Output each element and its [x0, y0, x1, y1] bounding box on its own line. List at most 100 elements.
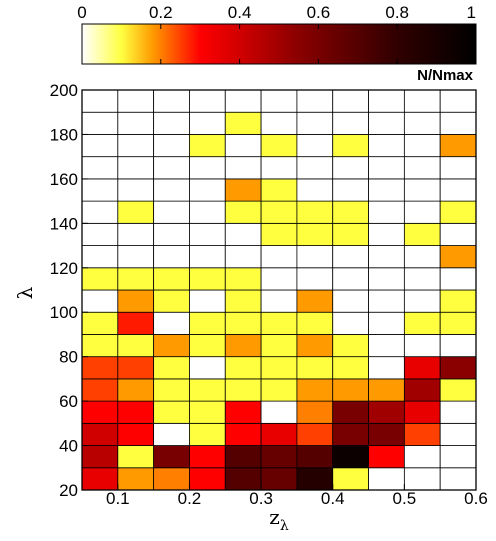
heatmap-cell — [403, 445, 441, 469]
heatmap-cell — [189, 267, 226, 291]
heatmap-cell — [439, 134, 477, 158]
heatmap-cell — [368, 445, 405, 469]
heatmap-cell — [260, 200, 298, 224]
heatmap-cell — [332, 445, 369, 469]
heatmap-cell — [403, 156, 441, 180]
heatmap-cell — [403, 378, 441, 402]
y-axis-ticks: 20 40 60 80 100 120 140 160 180 200 — [50, 81, 88, 500]
heatmap-cell — [224, 178, 262, 202]
heatmap-cell — [189, 200, 226, 224]
y-tick-label: 180 — [50, 125, 78, 144]
heatmap-cell — [403, 467, 441, 491]
heatmap-cell — [332, 400, 369, 424]
heatmap-cell — [81, 245, 119, 269]
heatmap-cell — [153, 134, 190, 158]
heatmap-cell — [439, 422, 477, 446]
heatmap-cell — [260, 222, 298, 246]
heatmap-cell — [224, 467, 262, 491]
heatmap-cell — [117, 245, 155, 269]
heatmap-cell — [189, 311, 226, 335]
heatmap-cell — [153, 200, 190, 224]
heatmap-cell — [368, 334, 405, 358]
heatmap-cell — [81, 134, 119, 158]
heatmap-cell — [368, 178, 405, 202]
heatmap-cell — [368, 356, 405, 380]
heatmap-cell — [368, 245, 405, 269]
heatmap-cell — [332, 156, 369, 180]
x-tick-label: 0.4 — [321, 489, 345, 508]
heatmap-cell — [81, 445, 119, 469]
heatmap-cell — [260, 445, 298, 469]
heatmap-cell — [153, 156, 190, 180]
heatmap-cell — [403, 134, 441, 158]
heatmap-cell — [439, 311, 477, 335]
heatmap-cell — [224, 378, 262, 402]
heatmap-cell — [224, 222, 262, 246]
colorbar-gradient — [81, 23, 477, 65]
heatmap-cell — [153, 467, 190, 491]
heatmap-cell — [224, 334, 262, 358]
heatmap-cell — [403, 422, 441, 446]
heatmap-cell — [439, 356, 477, 380]
heatmap-cell — [153, 378, 190, 402]
x-tick-label: 0.1 — [106, 489, 130, 508]
heatmap-cell — [117, 156, 155, 180]
colorbar: 0 0.2 0.4 0.6 0.8 1 N/Nmax — [77, 3, 477, 84]
heatmap-cell — [403, 311, 441, 335]
heatmap-cell — [224, 289, 262, 313]
heatmap-cell — [296, 289, 334, 313]
heatmap-cell — [368, 422, 405, 446]
heatmap-cell — [439, 111, 477, 135]
heatmap-cell — [296, 134, 334, 158]
y-tick-label: 40 — [59, 437, 78, 456]
heatmap-cell — [439, 200, 477, 224]
heatmap-cell — [153, 178, 190, 202]
heatmap-cell — [189, 222, 226, 246]
x-axis-label: zλ — [269, 505, 289, 534]
heatmap-cell — [153, 311, 190, 335]
heatmap-cell — [403, 200, 441, 224]
heatmap-cell — [81, 222, 119, 246]
colorbar-tick-label: 0.6 — [307, 3, 331, 22]
heatmap-cell — [368, 134, 405, 158]
heatmap-cell — [117, 467, 155, 491]
heatmap-cell — [260, 400, 298, 424]
heatmap-cell — [403, 356, 441, 380]
heatmap-cell — [368, 400, 405, 424]
heatmap-cell — [117, 134, 155, 158]
heatmap-cell — [189, 400, 226, 424]
heatmap-cell — [296, 200, 334, 224]
heatmap-cell — [189, 156, 226, 180]
x-tick-label: 0.5 — [393, 489, 417, 508]
heatmap-cell — [368, 111, 405, 135]
heatmap-cell — [439, 445, 477, 469]
y-tick-label: 100 — [50, 303, 78, 322]
heatmap-cell — [153, 400, 190, 424]
heatmap-cell — [296, 178, 334, 202]
heatmap-cell — [189, 289, 226, 313]
heatmap-cell — [153, 111, 190, 135]
colorbar-tick-label: 0.2 — [149, 3, 173, 22]
heatmap-cell — [403, 267, 441, 291]
heatmap-cell — [117, 356, 155, 380]
heatmap-cell — [368, 156, 405, 180]
heatmap-cell — [224, 445, 262, 469]
heatmap-cell — [296, 311, 334, 335]
heatmap-cell — [439, 400, 477, 424]
heatmap-cell — [260, 245, 298, 269]
heatmap-cell — [81, 334, 119, 358]
heatmap-cell — [153, 245, 190, 269]
heatmap-cell — [260, 178, 298, 202]
heatmap-cell — [439, 156, 477, 180]
y-tick-label: 120 — [50, 259, 78, 278]
y-tick-label: 140 — [50, 214, 78, 233]
heatmap-cell — [332, 111, 369, 135]
heatmap-cell — [189, 178, 226, 202]
heatmap-cell — [117, 289, 155, 313]
heatmap-cell — [189, 334, 226, 358]
heatmap-cell — [368, 222, 405, 246]
heatmap-cell — [189, 378, 226, 402]
x-tick-label: 0.2 — [178, 489, 202, 508]
heatmap-cell — [117, 178, 155, 202]
heatmap-cell — [332, 311, 369, 335]
